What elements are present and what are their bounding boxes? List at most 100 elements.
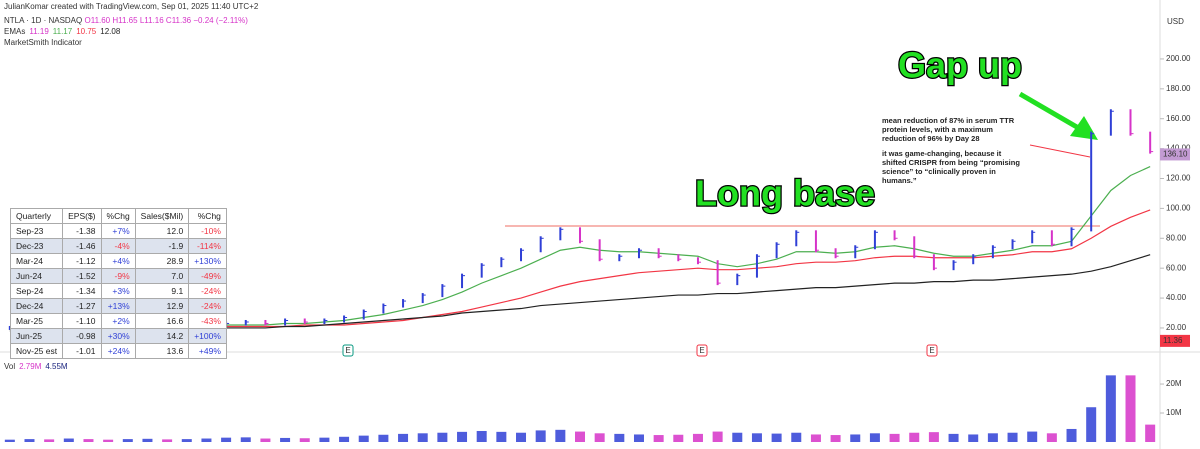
earnings-marker	[342, 344, 354, 357]
y-tick-label: 60.00	[1166, 263, 1187, 272]
y-tick-label: 80.00	[1166, 233, 1187, 242]
volume-bar	[260, 438, 271, 442]
table-cell: +13%	[100, 298, 136, 314]
ohlc: C11.36	[166, 16, 192, 25]
table-cell: -49%	[188, 268, 227, 284]
table-cell: -10%	[188, 223, 227, 239]
price-tag-label: 136.10	[1163, 150, 1188, 159]
volume-bar	[712, 431, 723, 442]
price-axis-title: USD	[1167, 17, 1184, 26]
table-cell: +4%	[100, 253, 136, 269]
volume-bar	[280, 437, 291, 442]
volume-bar	[653, 435, 664, 442]
y-tick-label: 20.00	[1166, 323, 1187, 332]
table-cell: 28.9	[134, 253, 190, 269]
volume-bar	[476, 430, 487, 442]
ema-value: 12.08	[100, 27, 121, 36]
volume-tick-label: 20M	[1166, 379, 1182, 388]
note-line: it was game-changing, because it	[882, 149, 1002, 158]
volume-bar	[771, 433, 782, 442]
note-line: mean reduction of 87% in serum TTR	[882, 116, 1015, 125]
table-row: Jun-25 -0.98 +30% 14.2 +100%	[9, 328, 227, 344]
volume-bar	[201, 438, 212, 442]
volume-bar	[830, 435, 841, 442]
volume-bar	[968, 434, 979, 442]
volume-bar	[594, 433, 605, 442]
volume-bar	[24, 439, 35, 442]
ohlc: −0.24 (−2.11%)	[193, 16, 248, 25]
y-tick-label: 100.00	[1166, 204, 1191, 213]
volume-bar	[889, 433, 900, 442]
header-cell: EPS($)	[62, 208, 102, 224]
volume-bar	[575, 431, 585, 442]
note: mean reduction of 87% in serum TTRprotei…	[882, 116, 1020, 185]
table-cell: Jun-25	[9, 328, 64, 344]
volume-label: Vol	[4, 362, 15, 371]
price-tag-label: 11.36	[1163, 336, 1183, 345]
arrow-shaft	[1018, 91, 1084, 133]
volume-bar	[928, 432, 939, 442]
ohlc: O11.60	[84, 16, 110, 25]
earnings-label: E	[699, 346, 704, 355]
table-cell: -1.27	[62, 298, 102, 314]
ema-value: 11.17	[53, 27, 73, 36]
volume-bar	[496, 431, 507, 442]
ema-value: 10.75	[76, 27, 97, 36]
table-cell: +130%	[188, 253, 227, 269]
symbol: NTLA · 1D · NASDAQ	[4, 16, 82, 25]
volume-bar	[358, 435, 369, 442]
table-cell: +100%	[188, 328, 227, 344]
volume-bar	[221, 437, 232, 442]
earnings-label: E	[929, 346, 934, 355]
note-line: shifted CRISPR from being “promising	[882, 158, 1020, 167]
volume-bar	[987, 433, 998, 442]
volume-bar	[751, 433, 762, 442]
table-cell: -1.01	[62, 343, 102, 359]
volume-bar	[555, 429, 566, 442]
volume-bar	[1046, 433, 1057, 442]
gap-up-label: Gap up	[898, 45, 1022, 86]
table-cell: -1.34	[62, 283, 102, 299]
volume-bar	[142, 438, 153, 442]
volume-bar	[692, 433, 703, 442]
table-cell: -24%	[188, 283, 227, 299]
volume-bar	[516, 432, 527, 442]
table-row: Mar-25 -1.10 +2% 16.6 -43%	[9, 313, 227, 329]
header-cell: Sales($Mil)	[134, 208, 190, 224]
volume-bar	[909, 432, 920, 442]
table-cell: Mar-24	[9, 253, 64, 269]
y-tick-label: 160.00	[1166, 114, 1191, 123]
table-cell: -1.12	[62, 253, 102, 269]
table-cell: 12.9	[134, 298, 190, 314]
header-cell: %Chg	[188, 208, 227, 224]
volume-bar	[63, 438, 74, 442]
fundamentals-table: Quarterly EPS($) %Chg Sales($Mil) %Chg Sep-23…	[9, 208, 227, 359]
volume-bar	[673, 434, 684, 442]
y-tick-label: 120.00	[1166, 174, 1191, 183]
volume-bar	[299, 438, 310, 442]
volume-bar	[398, 433, 409, 442]
table-cell: -1.46	[62, 238, 102, 254]
table-cell: -9%	[100, 268, 136, 284]
note-line: science” to “clinically proven in	[882, 167, 996, 176]
volume-bar	[319, 437, 330, 442]
table-row: Jun-24 -1.52 -9% 7.0 -49%	[9, 268, 227, 284]
y-tick-label: 200.00	[1166, 54, 1191, 63]
ema-label: EMAs	[4, 27, 25, 36]
table-cell: +7%	[100, 223, 136, 239]
volume-bar	[1145, 424, 1156, 442]
volume-bar	[633, 434, 644, 442]
table-cell: Sep-23	[9, 223, 64, 239]
volume-bar	[457, 431, 468, 442]
table-cell: -43%	[188, 313, 227, 329]
volume-bar	[948, 433, 959, 442]
volume-legend: Vol 2.79M 4.55M	[4, 362, 68, 371]
table-cell: +24%	[100, 343, 136, 359]
volume-bar	[1007, 432, 1018, 442]
ohlc: H11.65	[112, 16, 138, 25]
volume-bar	[535, 430, 546, 442]
table-cell: Nov-25 est	[9, 343, 64, 359]
earnings-marker	[696, 344, 708, 357]
